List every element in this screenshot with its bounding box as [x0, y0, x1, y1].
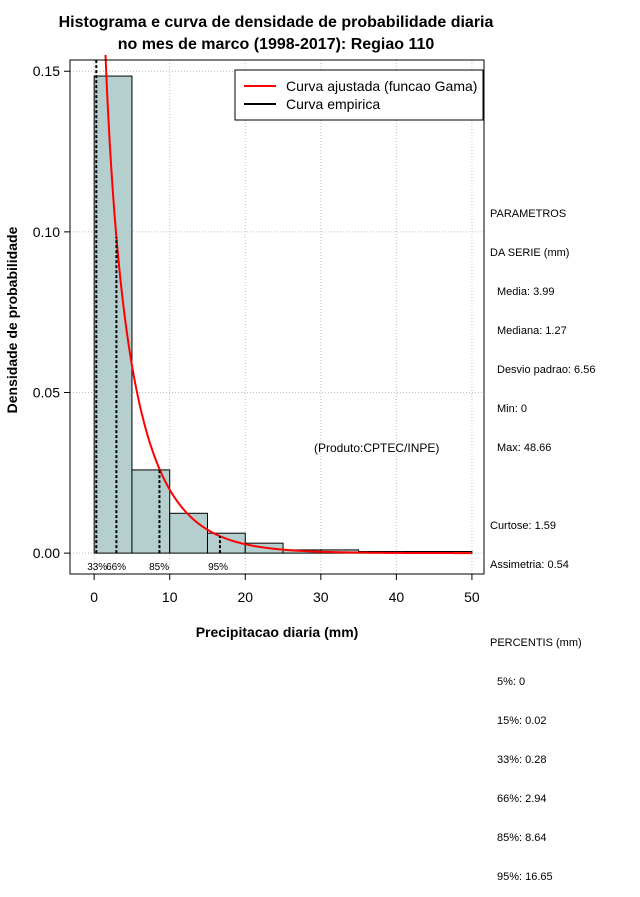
percentil-33: 33%: 0.28	[497, 754, 547, 766]
params-header-2: DA SERIE (mm)	[490, 247, 570, 259]
percentile-label: 66%	[106, 562, 126, 573]
chart-title-line-1: Histograma e curva de densidade de proba…	[58, 14, 494, 31]
legend-label-empirical: Curva empirica	[286, 96, 380, 112]
x-tick-label: 50	[464, 589, 480, 605]
stat-max: Max: 48.66	[497, 442, 552, 454]
legend-label-fit: Curva ajustada (funcao Gama)	[286, 78, 477, 94]
percentil-95: 95%: 16.65	[497, 871, 553, 883]
x-tick-label: 40	[389, 589, 405, 605]
stats-spacer	[490, 598, 595, 611]
histogram-chart: 33%66% 85% 95% 0 10 20 30 40 50 0.00 0.05 0.10 0.1…	[33, 54, 485, 605]
stat-assimetria: Assimetria: 0.54	[490, 559, 569, 571]
percentile-lines: 33%66% 85% 95%	[87, 60, 228, 573]
gamma-fit-curve	[104, 54, 472, 555]
percentis-header: PERCENTIS (mm)	[490, 637, 582, 649]
percentil-85: 85%: 8.64	[497, 832, 547, 844]
legend: Curva ajustada (funcao Gama) Curva empir…	[234, 69, 484, 121]
y-tick-label: 0.15	[33, 63, 60, 79]
histogram-bars	[93, 75, 473, 554]
histogram-bar	[169, 512, 208, 554]
y-tick-label: 0.10	[33, 224, 60, 240]
stat-media: Media: 3.99	[497, 286, 555, 298]
percentil-15: 15%: 0.02	[497, 715, 547, 727]
percentile-label: 85%	[149, 562, 169, 573]
product-annotation: (Produto:CPTEC/INPE)	[314, 441, 439, 455]
gamma-fit-line	[104, 54, 472, 555]
legend-box	[234, 69, 484, 121]
y-axis: 0.00 0.05 0.10 0.15	[33, 63, 71, 561]
stat-desvio: Desvio padrao: 6.56	[497, 364, 596, 376]
histogram-bar	[93, 75, 133, 554]
stat-min: Min: 0	[497, 403, 527, 415]
x-tick-label: 30	[313, 589, 329, 605]
percentile-label: 33%	[87, 562, 107, 573]
chart-title-line-2: no mes de marco (1998-2017): Regiao 110	[117, 36, 435, 53]
x-tick-label: 10	[162, 589, 178, 605]
stat-mediana: Mediana: 1.27	[497, 325, 567, 337]
x-tick-label: 0	[90, 589, 98, 605]
y-tick-label: 0.05	[33, 384, 60, 400]
percentil-66: 66%: 2.94	[497, 793, 547, 805]
y-tick-label: 0.00	[33, 545, 60, 561]
series-parameters-panel: PARAMETROS DA SERIE (mm) Media: 3.99 Med…	[490, 182, 595, 897]
x-axis-label: Precipitacao diaria (mm)	[195, 624, 359, 640]
histogram-bar	[131, 469, 171, 554]
stat-curtose: Curtose: 1.59	[490, 520, 557, 532]
x-tick-label: 20	[237, 589, 253, 605]
chart-title: Histograma e curva de densidade de proba…	[0, 12, 552, 56]
params-header-1: PARAMETROS	[490, 208, 567, 220]
y-axis-label: Densidade de probabilidade	[4, 226, 20, 414]
percentile-label: 95%	[208, 562, 228, 573]
percentil-5: 5%: 0	[497, 676, 526, 688]
x-axis: 0 10 20 30 40 50	[90, 573, 480, 605]
stats-spacer	[490, 481, 595, 494]
